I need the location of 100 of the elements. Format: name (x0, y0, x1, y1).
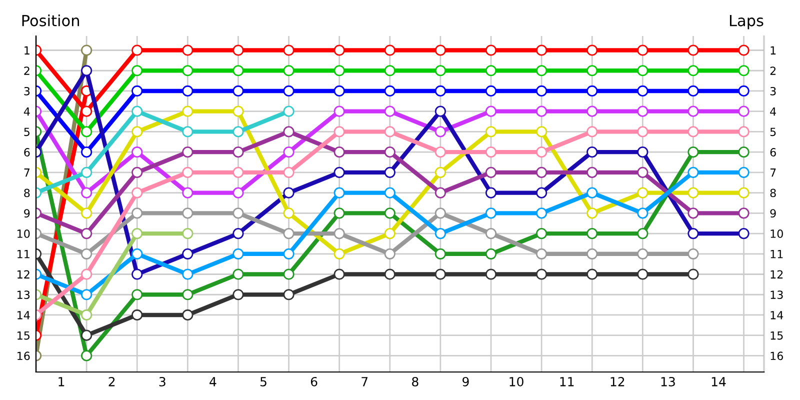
point (485, 106, 497, 117)
point (637, 166, 648, 178)
point (637, 44, 648, 56)
point (485, 166, 497, 178)
point (232, 106, 244, 117)
y2-tick-label: 14 (770, 311, 784, 320)
point (384, 106, 396, 117)
x-tick-label: 10 (510, 376, 524, 386)
point (283, 208, 294, 219)
point (536, 106, 548, 117)
point (485, 65, 497, 76)
y-tick-label: 7 (24, 168, 30, 177)
point (637, 208, 648, 219)
point (81, 309, 92, 321)
y-tick-label: 8 (24, 188, 30, 198)
y2-tick-label: 4 (770, 107, 776, 116)
point (637, 248, 648, 260)
y2-tick-label: 10 (770, 230, 783, 238)
point (384, 85, 396, 97)
point (688, 65, 699, 76)
y-tick-label: 1 (24, 46, 30, 54)
point (434, 85, 446, 97)
point (536, 146, 548, 158)
y-tick-label: 12 (18, 270, 30, 278)
y2-tick-label: 2 (770, 66, 776, 75)
point (232, 228, 244, 240)
point (132, 228, 143, 240)
point (485, 228, 497, 240)
point (334, 208, 345, 219)
point (132, 146, 143, 158)
point (182, 248, 194, 260)
point (637, 85, 648, 97)
x-tick-label: 3 (159, 376, 166, 386)
point (232, 187, 244, 198)
point (232, 208, 244, 219)
point (434, 268, 446, 280)
point (232, 44, 244, 56)
x-tick-label: 14 (712, 377, 726, 386)
point (232, 248, 244, 260)
point (232, 289, 244, 300)
y2-tick-label: 1 (770, 46, 776, 54)
point (637, 228, 648, 240)
point (334, 146, 345, 158)
point (434, 106, 446, 117)
point (334, 268, 345, 280)
y-tick-label: 4 (24, 107, 30, 116)
point (283, 126, 294, 138)
point (586, 44, 598, 56)
point (182, 187, 194, 198)
point (688, 166, 699, 178)
y2-tick-label: 8 (770, 188, 776, 198)
point (738, 208, 750, 219)
point (485, 208, 497, 219)
point (434, 146, 446, 158)
point (81, 166, 92, 178)
point (434, 65, 446, 76)
point (586, 106, 598, 117)
point (384, 187, 396, 198)
point (81, 146, 92, 158)
point (586, 146, 598, 158)
point (738, 126, 750, 138)
point (586, 208, 598, 219)
point (384, 65, 396, 76)
point (81, 350, 92, 362)
x-tick-label: 2 (108, 376, 115, 386)
point (81, 208, 92, 219)
y2-tick-label: 9 (770, 209, 776, 218)
point (334, 248, 345, 260)
point (81, 106, 92, 117)
point (688, 228, 699, 240)
point (738, 187, 750, 198)
point (283, 268, 294, 280)
y-axis-title: Position (22, 14, 79, 26)
point (232, 166, 244, 178)
point (283, 248, 294, 260)
point (485, 85, 497, 97)
x-tick-label: 7 (362, 377, 368, 386)
y2-tick-label: 3 (770, 86, 776, 96)
point (637, 146, 648, 158)
point (637, 187, 648, 198)
point (637, 126, 648, 138)
point (182, 309, 194, 321)
point (738, 106, 750, 117)
point (738, 146, 750, 158)
point (536, 44, 548, 56)
point (586, 126, 598, 138)
point (132, 166, 143, 178)
point (283, 44, 294, 56)
point (182, 44, 194, 56)
point (334, 187, 345, 198)
point (182, 85, 194, 97)
point (434, 187, 446, 198)
point (384, 44, 396, 56)
y-tick-label: 14 (18, 311, 30, 320)
point (688, 146, 699, 158)
y-tick-label: 3 (24, 86, 30, 96)
y2-tick-label: 16 (770, 352, 783, 360)
point (485, 126, 497, 138)
point (182, 166, 194, 178)
y2-tick-label: 6 (770, 148, 776, 156)
